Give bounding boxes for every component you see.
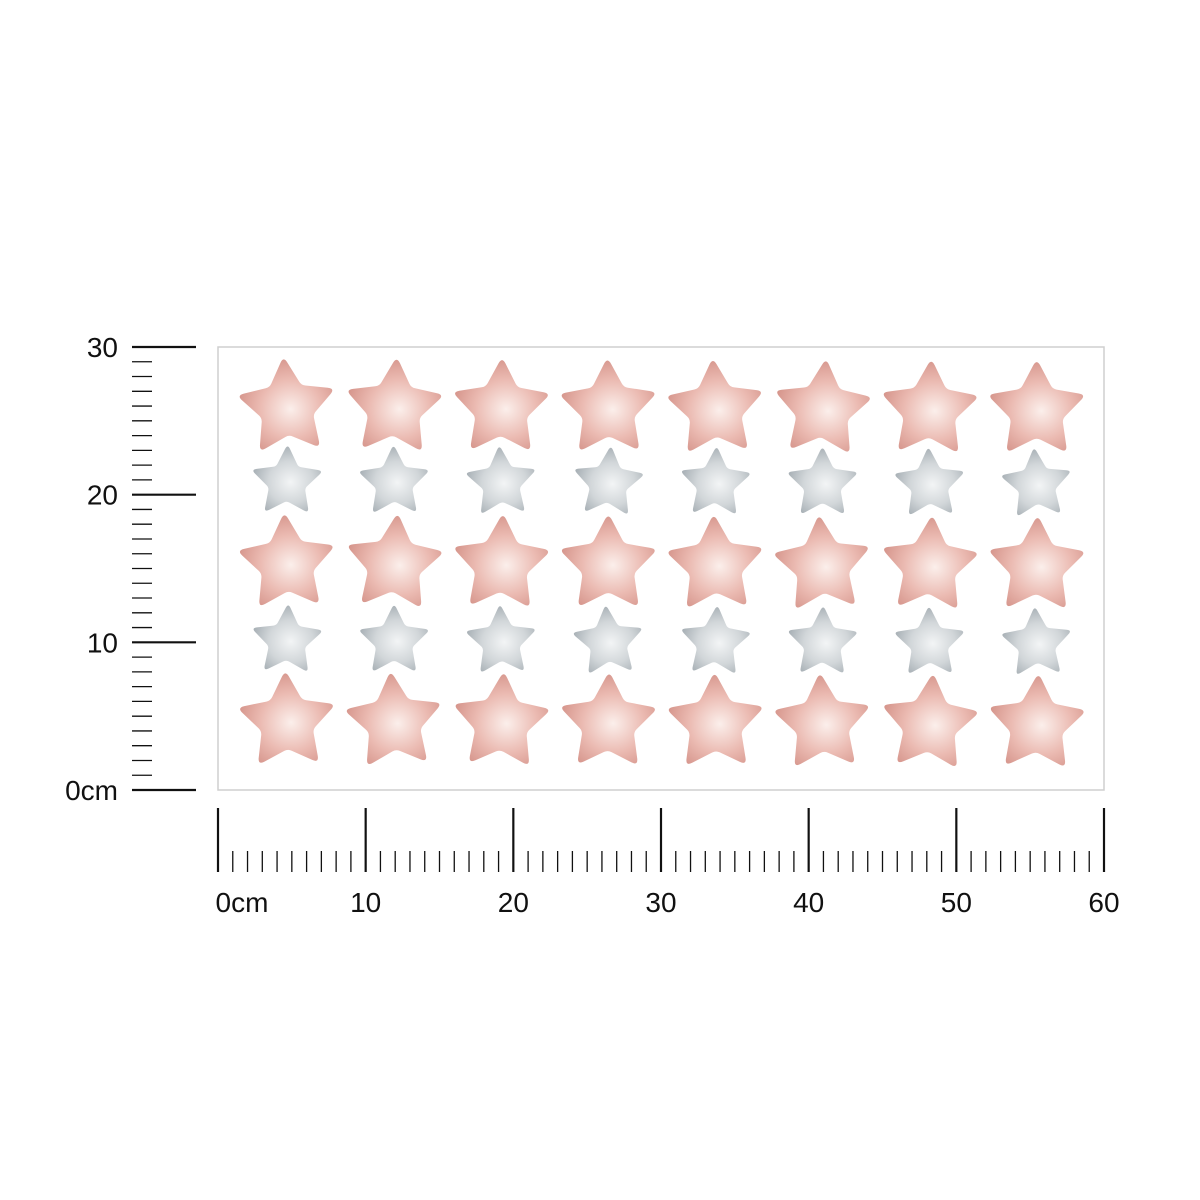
pink-star-sticker [777,361,870,452]
vertical-ruler-labels: 0cm 10 20 30 [65,332,118,806]
vertical-ruler [132,345,196,792]
pink-star-sticker [455,360,548,450]
grey-star-sticker [788,607,857,673]
grey-star-sticker [467,606,535,672]
x-tick-label-50: 50 [941,887,972,918]
pink-star-sticker [990,362,1084,451]
y-tick-label-20: 20 [87,480,118,511]
x-tick-label-20: 20 [498,887,529,918]
pink-star-sticker [775,675,869,766]
pink-star-sticker [240,673,333,763]
grey-star-sticker [253,605,322,671]
grey-star-sticker [360,605,428,671]
horizontal-ruler-labels: 0cm 10 20 30 40 50 60 [216,887,1120,918]
pink-star-sticker [884,517,977,608]
x-tick-label-60: 60 [1088,887,1119,918]
pink-star-sticker [455,516,549,606]
grey-star-sticker [573,606,642,673]
grey-star-sticker [575,447,643,514]
sticker-sheet [217,346,1105,791]
pink-star-sticker [990,518,1084,608]
x-tick-label-30: 30 [645,887,676,918]
pink-star-sticker [239,515,333,606]
pink-star-sticker [668,674,762,764]
grey-star-sticker [253,446,322,512]
grey-star-sticker [1002,608,1070,674]
pink-star-sticker [455,674,549,764]
horizontal-ruler [216,808,1106,872]
pink-star-sticker [990,676,1084,766]
grey-star-sticker [895,607,964,673]
grey-star-sticker [1002,449,1070,516]
grey-star-sticker [895,448,964,515]
grey-star-sticker [360,446,428,512]
pink-star-sticker [561,360,655,450]
pink-star-sticker [561,516,655,606]
x-tick-label-40: 40 [793,887,824,918]
pink-star-sticker [239,359,333,450]
star-stickers [239,359,1084,766]
grey-star-sticker [466,447,535,513]
y-tick-label-30: 30 [87,332,118,363]
y-tick-label-10: 10 [87,627,118,658]
x-tick-label-0: 0cm [216,887,269,918]
x-tick-label-10: 10 [350,887,381,918]
pink-star-sticker [346,673,440,764]
pink-star-sticker [562,674,655,764]
pink-star-sticker [348,515,442,606]
pink-star-sticker [668,516,762,607]
pink-star-sticker [668,360,761,451]
grey-star-sticker [682,607,750,673]
pink-star-sticker [348,359,442,450]
grey-star-sticker [788,448,857,513]
pink-star-sticker [884,675,977,766]
y-tick-label-0: 0cm [65,775,118,806]
pink-star-sticker [883,361,977,452]
pink-star-sticker [775,517,868,608]
grey-star-sticker [681,448,750,514]
